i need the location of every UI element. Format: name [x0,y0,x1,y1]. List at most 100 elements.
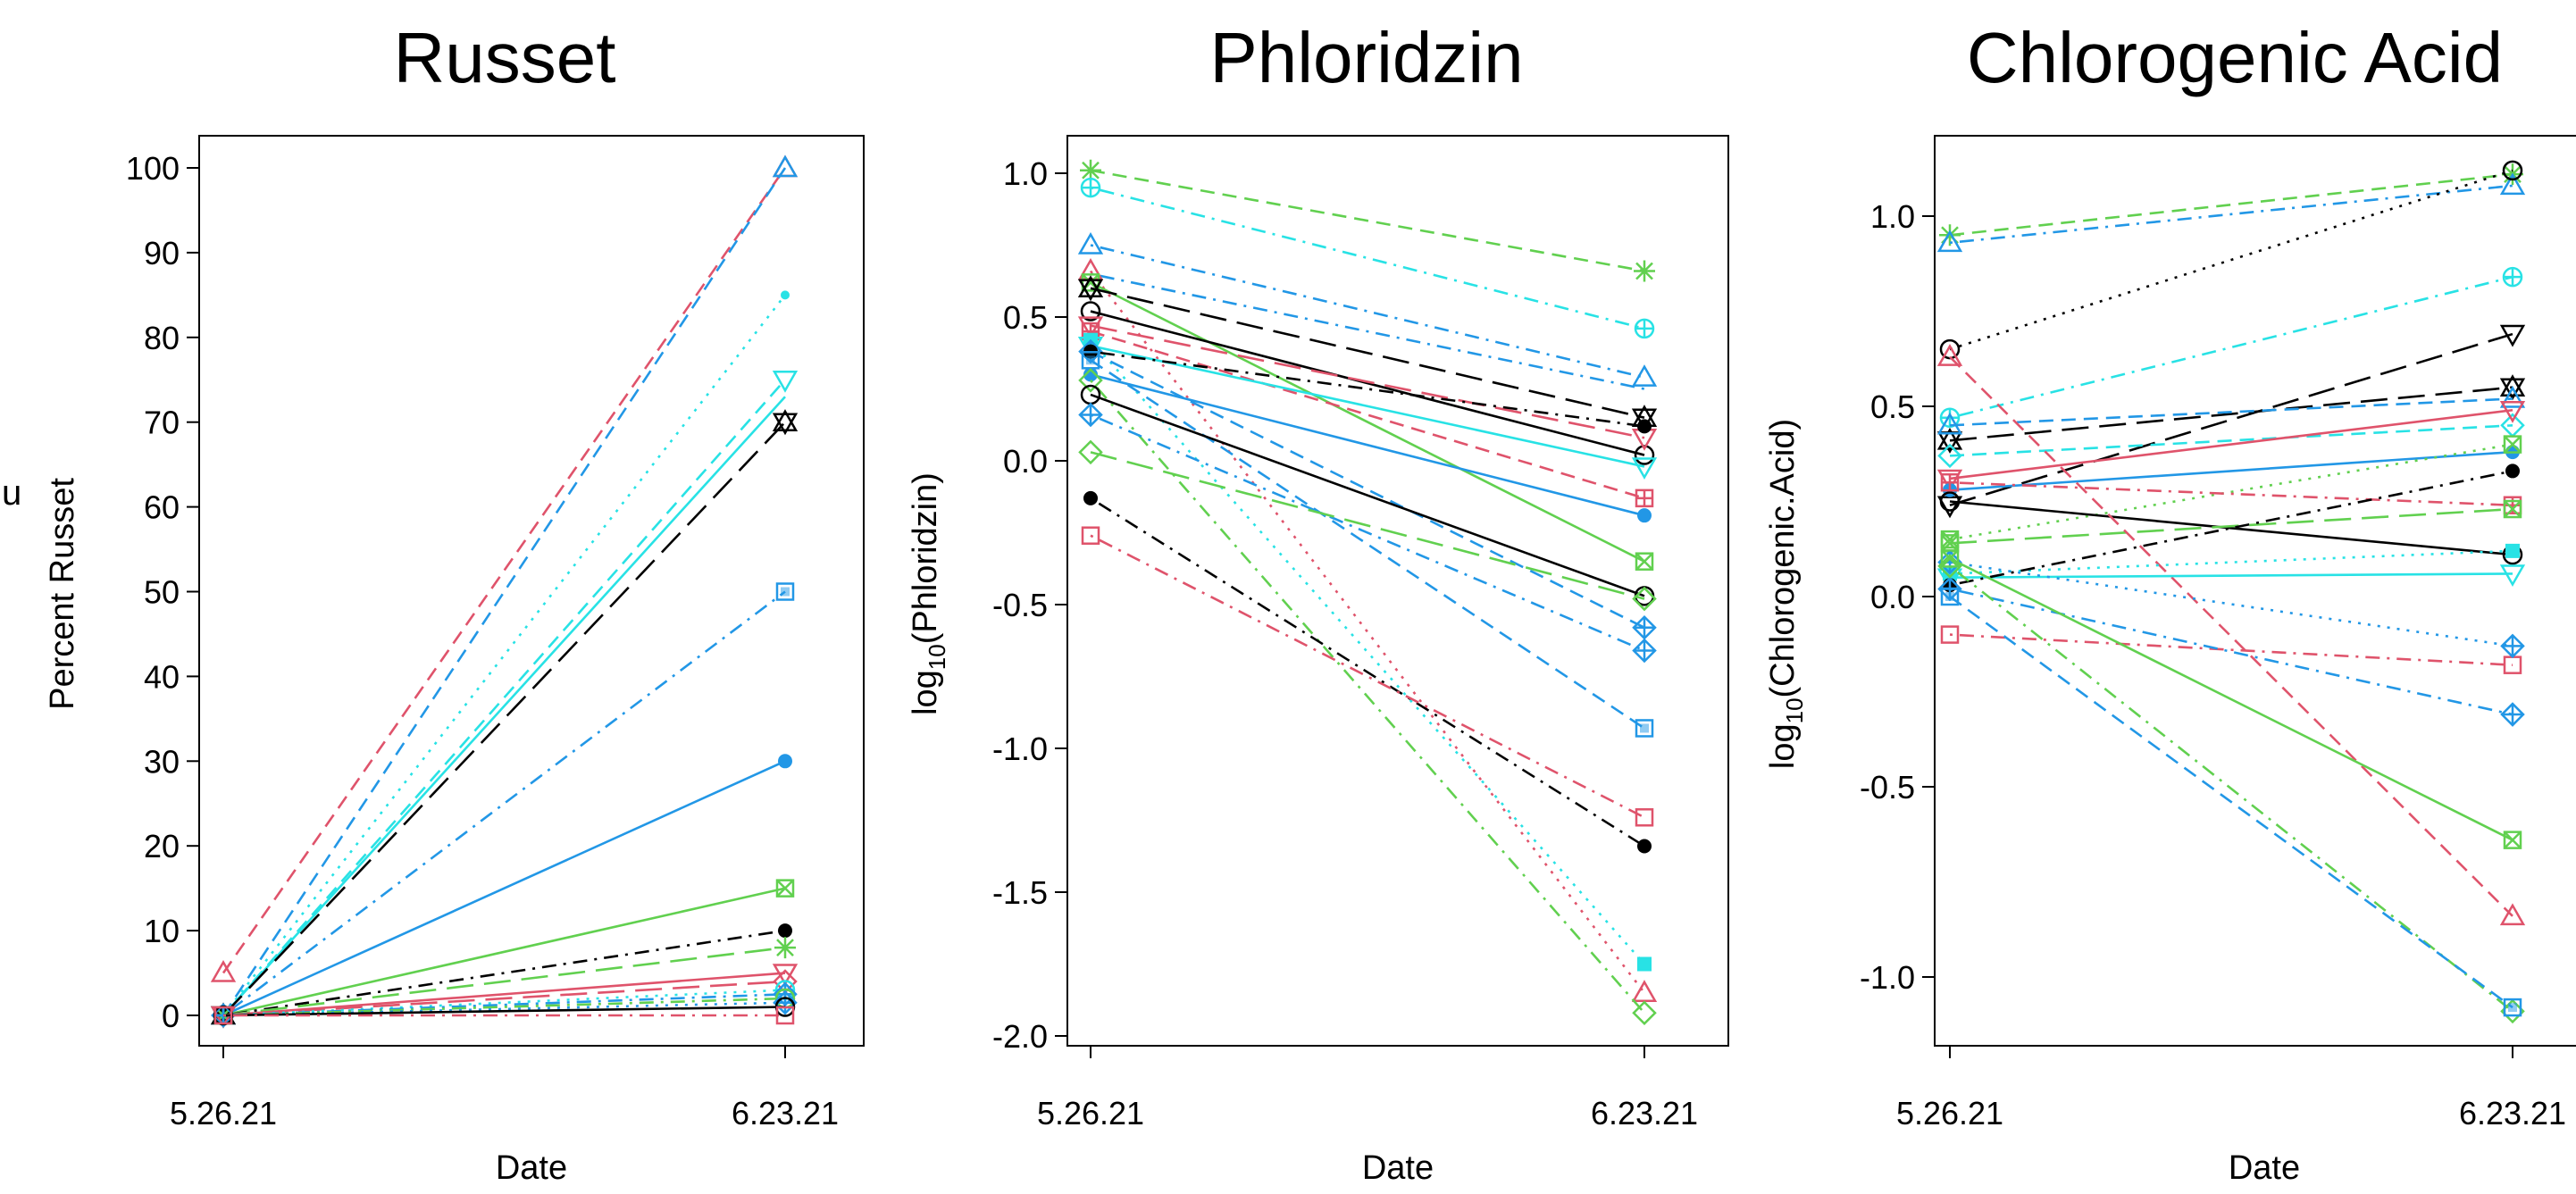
series-line-11 [1090,338,1645,965]
point-end-10 [1635,488,1654,508]
point-end-9 [2499,401,2526,423]
series-line-13 [1949,480,2513,507]
point-start-1 [210,960,237,982]
series-line-10 [222,929,786,1017]
plot-frame [198,135,865,1047]
series-lines [1077,159,1658,1026]
series-line-22 [1949,557,2513,841]
point-end-2 [2499,172,2526,196]
y-tick-label: -0.5 [992,587,1048,623]
series-line-11 [1949,443,2513,541]
y-tick-label: 100 [126,150,180,187]
series-line-5 [222,396,786,1016]
x-tick-label: 6.23.21 [1591,1095,1698,1131]
series-line-6 [1949,386,2513,442]
panel-phloridzin: Phloridzin -2.0 -1.5 -1.0 -0.5 0.0 0.5 1.0 5.26.… [907,18,1729,1187]
point-end-4 [2502,266,2523,288]
series-line-11 [222,946,786,1017]
series-line-3 [1090,244,1645,379]
point-start-19 [1940,625,1960,644]
y-tick-label: 0 [162,998,180,1034]
series-line-14 [1949,507,2513,545]
point-start-20 [1078,439,1103,465]
y-tick-label: -1.0 [1860,959,1915,996]
series-line-2 [1090,186,1645,330]
x-tick-label: 5.26.21 [170,1095,277,1131]
panel-chlorogenic-acid: Chlorogenic Acid -1.0 -0.5 0.0 0.5 1.0 5.26.21… [1764,18,2576,1187]
series-line-24 [1949,595,2513,1009]
point-start-7 [1077,275,1104,302]
series-line-13 [222,980,786,1017]
point-end-11 [2503,435,2522,454]
y-axis-label: Percent Russet [44,478,81,710]
series-line-7 [1090,287,1645,419]
series-line-1 [1949,172,2513,237]
y-tick-label: -1.5 [992,874,1048,911]
point-end-3 [781,290,790,300]
series-line-20 [1090,451,1645,600]
point-end-2 [1634,318,1655,339]
panel-russet: Russet 0 10 20 30 40 50 60 70 80 90 100 5.26.21 6.23.… [44,18,865,1187]
series-line-2 [1949,184,2513,245]
point-end-17 [1632,1000,1657,1026]
point-end-8 [778,754,792,769]
point-start-11 [1940,530,1960,549]
series-line-12 [222,972,786,1017]
y-tick-label: -2.0 [992,1018,1048,1055]
series-line-9 [1949,408,2513,480]
point-end-20 [1632,586,1657,612]
y-tick-label: 1.0 [1870,198,1915,235]
y-tick-label: 70 [144,405,180,441]
point-end-2 [772,154,799,178]
point-end-13 [1632,614,1657,640]
point-end-12 [772,964,799,987]
stray-label: u [2,473,22,513]
point-end-16 [2499,564,2526,587]
y-tick-label: 60 [144,489,180,526]
series-line-22 [1090,534,1645,819]
series-line-6 [222,421,786,1016]
series-lines [210,154,799,1029]
point-end-5 [2499,324,2526,347]
series-line-1 [222,167,787,974]
point-end-6 [772,409,799,436]
point-start-12 [1939,491,1961,512]
point-end-21 [1637,839,1652,854]
point-end-22 [1635,808,1654,827]
series-line-9 [222,887,786,1017]
point-end-13 [2503,496,2522,515]
point-start-23 [1937,554,1962,579]
y-tick-label: 40 [144,658,180,695]
point-start-15 [1936,344,1963,366]
series-line-16 [1090,373,1645,517]
series-line-18 [1949,470,2513,587]
point-end-20 [2500,633,2525,659]
x-axis-label: Date [1362,1149,1434,1187]
x-axis: 5.26.21 6.23.21 [1896,1046,2566,1131]
point-start-16 [1083,367,1098,382]
point-end-4 [772,371,799,393]
point-start-4 [1939,407,1961,429]
y-tick-label: -1.0 [992,731,1048,767]
point-end-1 [1634,260,1655,282]
x-axis: 5.26.21 6.23.21 [1037,1046,1698,1131]
point-start-21 [1083,490,1098,505]
series-line-21 [1090,497,1645,847]
point-start-13 [1940,472,1960,492]
series-line-10 [1949,450,2513,492]
point-start-9 [1936,469,1963,492]
series-line-12 [1090,344,1645,468]
point-end-9 [775,879,795,898]
point-start-19 [213,1006,233,1025]
series-line-17 [1090,379,1645,1014]
series-line-17 [1949,549,2513,575]
chart-title: Chlorogenic Acid [1967,18,2503,97]
point-end-17 [2505,543,2520,558]
x-tick-label: 6.23.21 [2459,1095,2566,1131]
point-end-1 [772,154,799,178]
series-line-16 [222,997,786,1017]
point-end-6 [1635,552,1654,571]
x-tick-label: 5.26.21 [1037,1095,1144,1131]
point-end-12 [1631,457,1658,480]
